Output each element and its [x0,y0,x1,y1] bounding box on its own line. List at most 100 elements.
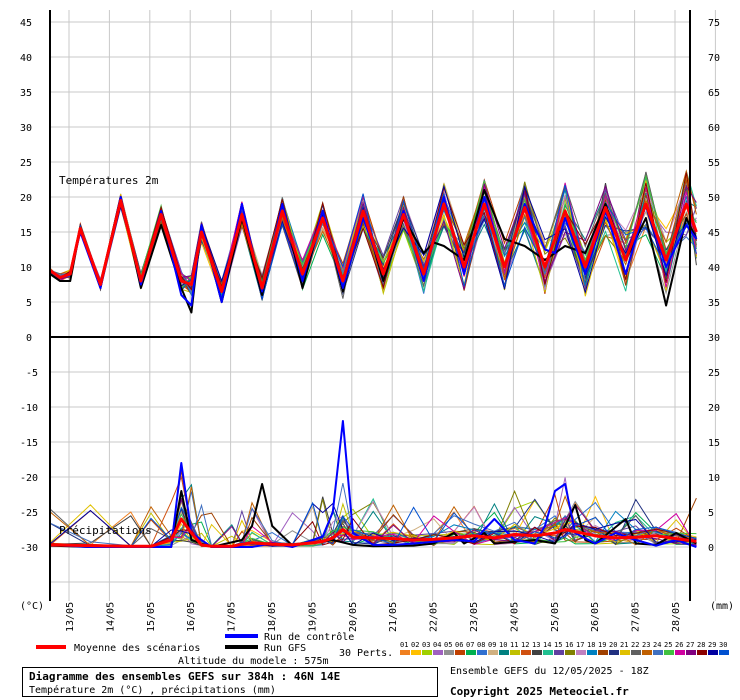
pert-legend-number: 01 [400,641,408,649]
pert-legend-number: 08 [477,641,485,649]
pert-legend-number: 20 [609,641,617,649]
pert-legend-number: 11 [510,641,518,649]
temp-left-tick-label: 30 [20,123,32,134]
x-tick-label: 18/05 [267,602,278,632]
mean-precip-line [49,517,697,548]
pert-legend-swatch [521,650,531,655]
pert-legend-swatch [708,650,718,655]
precip-left-tick-label: -30 [20,543,38,554]
pert-legend-swatch [620,650,630,655]
precip-left-tick-label: -15 [20,438,38,449]
pert-legend-number: 17 [576,641,584,649]
x-tick-label: 16/05 [186,602,197,632]
temp-left-tick-label: 40 [20,53,32,64]
pert-legend-swatch [642,650,652,655]
pert-legend-swatch [532,650,542,655]
pert-legend-number: 29 [708,641,716,649]
precip-left-tick-label: -25 [20,508,38,519]
x-tick-label: 19/05 [307,602,318,632]
run-label: Ensemble GEFS du 12/05/2025 - 18Z [450,666,649,677]
control-temp-line [49,196,698,307]
pert-legend-number: 13 [532,641,540,649]
pert-legend-number: 23 [642,641,650,649]
x-tick-label: 21/05 [388,602,399,632]
temperature-panel-label: Températures 2m [59,174,159,187]
pert-legend-number: 04 [433,641,441,649]
pert-legend-number: 28 [697,641,705,649]
temp-right-tick-label: 35 [708,298,720,309]
pert-legend-number: 19 [598,641,606,649]
legend-mean-label: Moyenne des scénarios [74,642,200,654]
chart-subtitle: Température 2m (°C) , précipitations (mm… [29,685,276,696]
pert-legend-number: 30 [719,641,727,649]
temp-left-tick-label: 35 [20,88,32,99]
temp-left-tick-label: 25 [20,158,32,169]
x-tick-label: 27/05 [631,602,642,632]
pert-legend-swatch [499,650,509,655]
copyright: Copyright 2025 Meteociel.fr [450,685,629,698]
pert-legend-swatch [664,650,674,655]
pert-legend-swatch [675,650,685,655]
model-altitude-label: Altitude du modele : 575m [178,656,329,667]
pert-legend-swatch [510,650,520,655]
pert-legend-swatch [653,650,663,655]
pert-legend-number: 22 [631,641,639,649]
precip-right-tick-label: 15 [708,438,720,449]
temp-right-tick-label: 70 [708,53,720,64]
x-tick-label: 17/05 [227,602,238,632]
temp-right-tick-label: 55 [708,158,720,169]
pert-legend-number: 12 [521,641,529,649]
legend-control-label: Run de contrôle [264,631,354,643]
precip-right-tick-label: 5 [708,508,714,519]
temp-left-tick-label: 5 [26,298,32,309]
temp-right-tick-label: 45 [708,228,720,239]
member-temp-line [49,185,697,301]
pert-legend-swatch [565,650,575,655]
pert-legend-number: 27 [686,641,694,649]
pert-legend-swatch [400,650,410,655]
pert-legend-swatch [411,650,421,655]
precipitation-panel-label: Précipitations [59,524,152,537]
pert-legend-number: 25 [664,641,672,649]
temp-right-tick-label: 60 [708,123,720,134]
pert-legend-swatch [422,650,432,655]
right-unit-label: (mm) [710,601,734,612]
x-tick-label: 22/05 [429,602,440,632]
pert-legend-number: 05 [444,641,452,649]
x-tick-label: 13/05 [65,602,76,632]
x-tick-label: 20/05 [348,602,359,632]
pert-legend-swatch [455,650,465,655]
temp-right-tick-label: 65 [708,88,720,99]
temp-left-tick-label: 10 [20,263,32,274]
pert-legend-swatch [686,650,696,655]
precip-right-tick-label: 25 [708,368,720,379]
temp-left-tick-label: 0 [26,333,32,344]
pert-legend-swatch [719,650,729,655]
pert-legend-swatch [488,650,498,655]
pert-legend-swatch [477,650,487,655]
precip-right-tick-label: 10 [708,473,720,484]
temp-right-tick-label: 50 [708,193,720,204]
pert-legend-swatch [598,650,608,655]
pert-legend-number: 15 [554,641,562,649]
pert-legend-number: 24 [653,641,661,649]
pert-legend-swatch [554,650,564,655]
mean-temp-line [49,199,698,293]
pert-legend-number: 03 [422,641,430,649]
temp-right-tick-label: 75 [708,18,720,29]
x-tick-label: 15/05 [146,602,157,632]
pert-legend-swatch [543,650,553,655]
precip-left-tick-label: -5 [26,368,38,379]
legend: Moyenne des scénarios Run de contrôle Ru… [36,631,729,667]
temp-left-tick-label: 45 [20,18,32,29]
x-tick-label: 23/05 [469,602,480,632]
pert-legend-number: 02 [411,641,419,649]
pert-legend-number: 14 [543,641,551,649]
precip-left-tick-label: -10 [20,403,38,414]
main-series [49,189,698,548]
temp-left-tick-label: 20 [20,193,32,204]
x-tick-label: 24/05 [509,602,520,632]
precip-right-tick-label: 30 [708,333,720,344]
x-tick-label: 25/05 [550,602,561,632]
